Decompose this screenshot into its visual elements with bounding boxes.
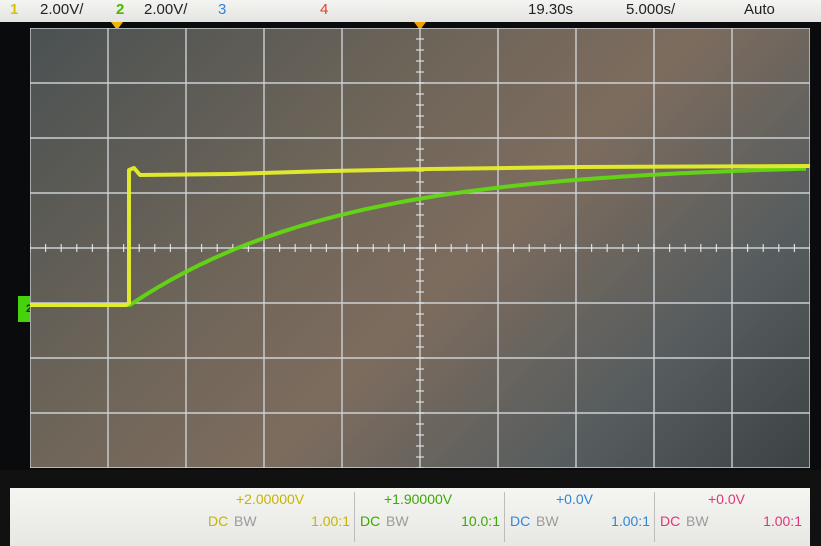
channel-2-offset: +1.90000V <box>384 491 453 507</box>
channel-info-strip: +2.00000V DC BW 1.00:1 +1.90000V DC BW 1… <box>10 488 810 546</box>
channel-1-offset: +2.00000V <box>236 491 305 507</box>
channel-4-probe: 1.00:1 <box>763 513 802 529</box>
channel-4-coupling: DC <box>660 513 681 529</box>
channel-2-probe: 10.0:1 <box>461 513 500 529</box>
timebase[interactable]: 5.000s/ <box>626 1 676 18</box>
channel-2-info[interactable]: +1.90000V DC BW 10.0:1 <box>354 488 504 546</box>
channel-info-bar: +2.00000V DC BW 1.00:1 +1.90000V DC BW 1… <box>0 470 821 546</box>
channel-2-waveform <box>30 166 807 307</box>
channel-2-bw: BW <box>386 513 409 529</box>
horizontal-delay[interactable]: 19.30s <box>528 1 574 18</box>
channel-1-probe: 1.00:1 <box>311 513 350 529</box>
channel-2-scale[interactable]: 2.00V/ <box>144 1 188 18</box>
channel-4-number[interactable]: 4 <box>320 1 329 18</box>
channel-3-coupling: DC <box>510 513 531 529</box>
channel-1-number[interactable]: 1 <box>10 1 19 18</box>
channel-3-bw: BW <box>536 513 559 529</box>
trigger-position-icon[interactable] <box>111 22 123 30</box>
graticule <box>30 28 810 468</box>
channel-1-scale[interactable]: 2.00V/ <box>40 1 84 18</box>
channel-4-offset: +0.0V <box>708 491 745 507</box>
channel-4-bw: BW <box>686 513 709 529</box>
channel-2-coupling: DC <box>360 513 381 529</box>
divider <box>504 492 505 542</box>
status-bar: 1 2.00V/ 2 2.00V/ 3 4 19.30s 5.000s/ Aut… <box>0 0 821 22</box>
channel-1-bw: BW <box>234 513 257 529</box>
channel-3-offset: +0.0V <box>556 491 593 507</box>
channel-3-number[interactable]: 3 <box>218 1 227 18</box>
channel-1-waveform <box>30 164 810 307</box>
channel-3-info[interactable]: +0.0V DC BW 1.00:1 <box>504 488 654 546</box>
time-reference-icon[interactable] <box>414 22 426 30</box>
trigger-mode[interactable]: Auto <box>744 1 775 18</box>
channel-4-info[interactable]: +0.0V DC BW 1.00:1 <box>654 488 806 546</box>
channel-1-coupling: DC <box>208 513 229 529</box>
waveform-display[interactable] <box>30 28 810 468</box>
divider <box>654 492 655 542</box>
channel-1-info[interactable]: +2.00000V DC BW 1.00:1 <box>202 488 354 546</box>
divider <box>354 492 355 542</box>
channel-3-probe: 1.00:1 <box>611 513 650 529</box>
channel-2-number[interactable]: 2 <box>116 1 125 18</box>
